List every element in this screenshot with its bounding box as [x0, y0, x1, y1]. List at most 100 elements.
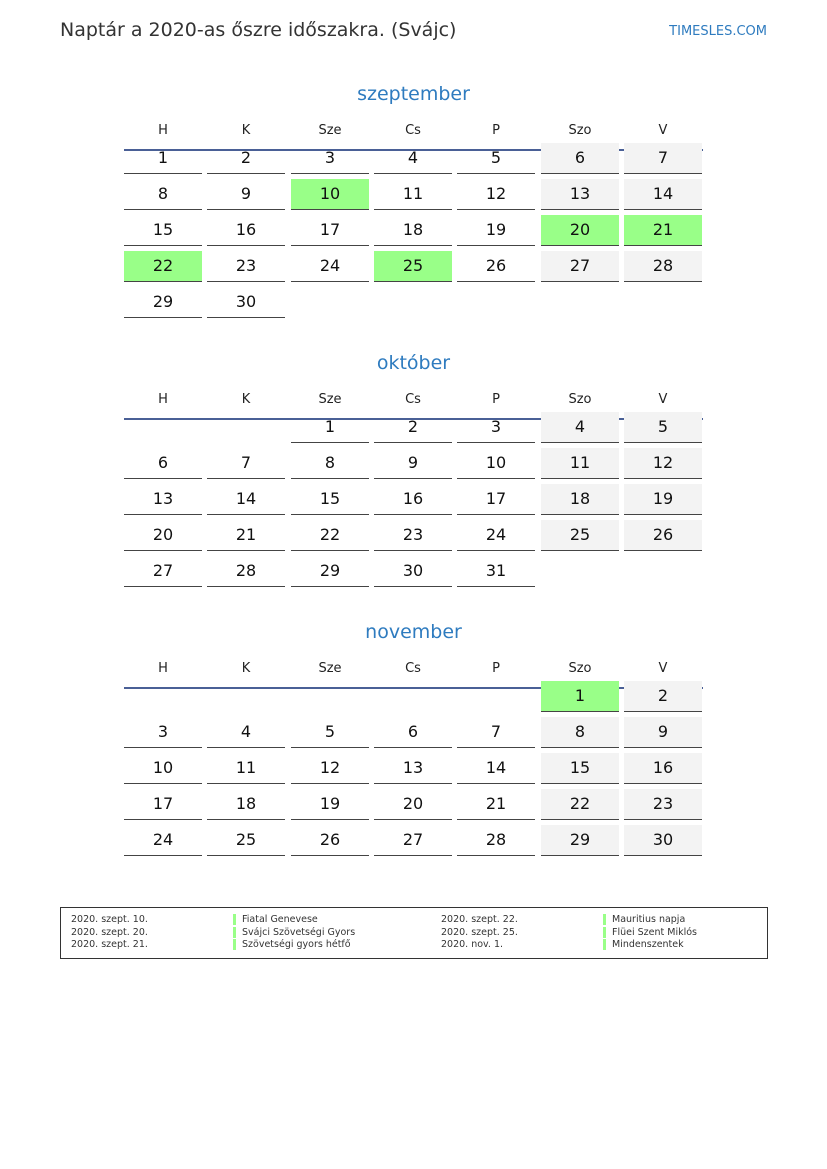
day-cell[interactable]: 15 — [541, 753, 619, 784]
day-cell[interactable]: 1 — [124, 143, 202, 174]
day-cell[interactable]: 14 — [624, 179, 702, 210]
day-cell[interactable]: 2 — [374, 412, 452, 443]
day-cell[interactable]: 22 — [541, 789, 619, 820]
day-cell[interactable]: 15 — [124, 215, 202, 246]
day-cell[interactable]: 7 — [457, 717, 535, 748]
day-cell[interactable]: 24 — [457, 520, 535, 551]
day-cell[interactable]: 9 — [374, 448, 452, 479]
day-cell[interactable]: 12 — [457, 179, 535, 210]
day-cell[interactable]: 8 — [124, 179, 202, 210]
day-cell[interactable]: 9 — [624, 717, 702, 748]
day-cell[interactable]: 6 — [541, 143, 619, 174]
day-cell[interactable]: 24 — [124, 825, 202, 856]
day-cell[interactable]: 29 — [124, 287, 202, 318]
day-cell[interactable]: 25 — [541, 520, 619, 551]
day-cell[interactable]: 10 — [291, 179, 369, 210]
day-cell[interactable]: 8 — [291, 448, 369, 479]
day-cell[interactable]: 10 — [124, 753, 202, 784]
day-cell[interactable]: 7 — [207, 448, 285, 479]
day-cell[interactable]: 19 — [291, 789, 369, 820]
day-cell[interactable]: 1 — [541, 681, 619, 712]
day-cell[interactable]: 13 — [541, 179, 619, 210]
day-cell[interactable]: 6 — [374, 717, 452, 748]
day-cell[interactable]: 18 — [374, 215, 452, 246]
day-cell[interactable]: 4 — [374, 143, 452, 174]
day-cell[interactable]: 12 — [624, 448, 702, 479]
day-cell[interactable]: 27 — [541, 251, 619, 282]
day-cell[interactable]: 14 — [457, 753, 535, 784]
day-cell[interactable]: 9 — [207, 179, 285, 210]
day-cell[interactable]: 3 — [291, 143, 369, 174]
day-cell[interactable]: 23 — [624, 789, 702, 820]
day-cell[interactable]: 4 — [207, 717, 285, 748]
day-cell[interactable]: 16 — [624, 753, 702, 784]
day-cell[interactable]: 20 — [541, 215, 619, 246]
day-cell[interactable]: 26 — [457, 251, 535, 282]
day-cell[interactable]: 28 — [624, 251, 702, 282]
day-cell[interactable]: 7 — [624, 143, 702, 174]
day-cell[interactable]: 24 — [291, 251, 369, 282]
day-cell[interactable]: 13 — [374, 753, 452, 784]
day-cell[interactable]: 18 — [541, 484, 619, 515]
day-cell[interactable]: 29 — [541, 825, 619, 856]
day-cell[interactable]: 26 — [624, 520, 702, 551]
day-cell[interactable]: 6 — [124, 448, 202, 479]
weekday-header: K — [241, 392, 251, 407]
day-cell[interactable]: 25 — [207, 825, 285, 856]
day-cell[interactable]: 16 — [207, 215, 285, 246]
day-cell[interactable]: 2 — [207, 143, 285, 174]
day-cell[interactable]: 11 — [374, 179, 452, 210]
day-cell[interactable]: 10 — [457, 448, 535, 479]
day-cell[interactable]: 30 — [374, 556, 452, 587]
day-cell[interactable]: 17 — [457, 484, 535, 515]
day-cell[interactable]: 14 — [207, 484, 285, 515]
day-cell[interactable]: 26 — [291, 825, 369, 856]
weekday-header: V — [658, 661, 668, 676]
day-cell[interactable]: 27 — [124, 556, 202, 587]
day-cell[interactable]: 18 — [207, 789, 285, 820]
day-cell[interactable]: 11 — [207, 753, 285, 784]
day-cell[interactable]: 11 — [541, 448, 619, 479]
page-title: Naptár a 2020-as őszre időszakra. (Svájc… — [60, 19, 457, 41]
day-cell[interactable]: 17 — [124, 789, 202, 820]
day-cell[interactable]: 21 — [457, 789, 535, 820]
day-cell[interactable]: 29 — [291, 556, 369, 587]
day-cell[interactable]: 20 — [124, 520, 202, 551]
day-cell[interactable]: 15 — [291, 484, 369, 515]
brand-link[interactable]: TIMESLES.COM — [669, 24, 767, 39]
weekday-header: Cs — [405, 392, 421, 407]
day-cell[interactable]: 30 — [207, 287, 285, 318]
day-cell[interactable]: 28 — [207, 556, 285, 587]
legend-date: 2020. nov. 1. — [441, 939, 504, 950]
day-cell[interactable]: 8 — [541, 717, 619, 748]
day-cell[interactable]: 12 — [291, 753, 369, 784]
day-cell[interactable]: 22 — [291, 520, 369, 551]
day-cell[interactable]: 17 — [291, 215, 369, 246]
day-cell[interactable]: 5 — [457, 143, 535, 174]
day-cell[interactable]: 27 — [374, 825, 452, 856]
day-cell[interactable]: 23 — [374, 520, 452, 551]
day-cell[interactable]: 1 — [291, 412, 369, 443]
day-cell[interactable]: 16 — [374, 484, 452, 515]
day-cell[interactable]: 31 — [457, 556, 535, 587]
day-cell[interactable]: 4 — [541, 412, 619, 443]
day-cell[interactable]: 21 — [207, 520, 285, 551]
legend-entry: Svájci Szövetségi Gyors — [233, 926, 355, 939]
weekday-header: Szo — [568, 661, 592, 676]
day-cell[interactable]: 5 — [291, 717, 369, 748]
day-cell[interactable]: 30 — [624, 825, 702, 856]
weekday-header: V — [658, 123, 668, 138]
day-cell[interactable]: 3 — [457, 412, 535, 443]
day-cell[interactable]: 13 — [124, 484, 202, 515]
day-cell[interactable]: 23 — [207, 251, 285, 282]
day-cell[interactable]: 3 — [124, 717, 202, 748]
day-cell[interactable]: 22 — [124, 251, 202, 282]
day-cell[interactable]: 19 — [457, 215, 535, 246]
day-cell[interactable]: 5 — [624, 412, 702, 443]
day-cell[interactable]: 25 — [374, 251, 452, 282]
day-cell[interactable]: 28 — [457, 825, 535, 856]
day-cell[interactable]: 20 — [374, 789, 452, 820]
day-cell[interactable]: 21 — [624, 215, 702, 246]
day-cell[interactable]: 19 — [624, 484, 702, 515]
day-cell[interactable]: 2 — [624, 681, 702, 712]
